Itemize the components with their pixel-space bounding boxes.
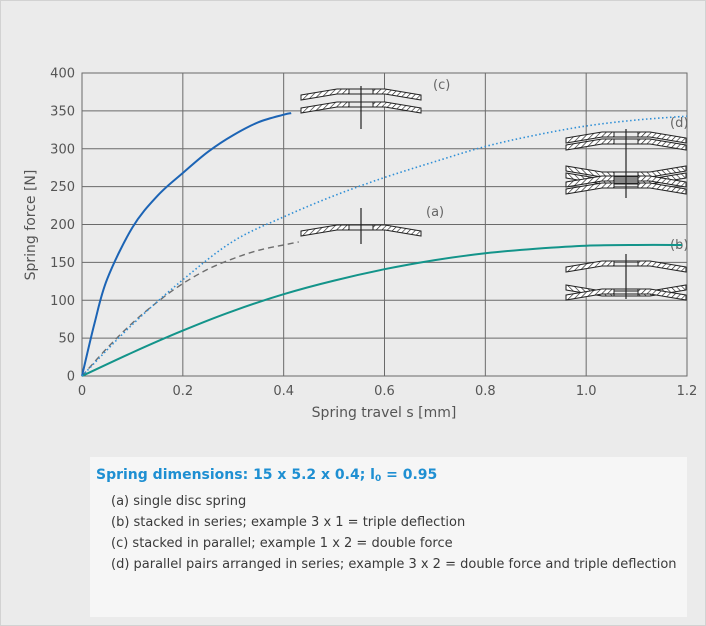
x-tick-label: 0 (78, 384, 86, 399)
y-tick-label: 250 (50, 180, 75, 195)
spring-illustration-d: (d) (565, 116, 688, 198)
x-tick-label: 0.6 (374, 384, 395, 399)
series-line-c (81, 112, 292, 377)
legend-title-main: Spring dimensions: 15 x 5.2 x 0.4; l (96, 467, 375, 483)
label-c: (c) (433, 78, 450, 93)
x-tick-label: 1.2 (677, 384, 698, 399)
series-line-a (81, 241, 299, 377)
label-a: (a) (426, 205, 444, 220)
y-tick-label: 0 (67, 370, 75, 385)
series-line-b (81, 243, 683, 377)
y-tick-label: 300 (50, 142, 75, 157)
x-tick-label: 0.4 (273, 384, 294, 399)
x-tick-label: 1.0 (576, 384, 597, 399)
spring-illustration-c: (c) (300, 78, 450, 129)
tick-labels: 0 0.2 0.4 0.6 0.8 1.0 1.2 0 50 100 150 200 250 300 350… (50, 67, 697, 400)
y-axis-label: Spring force [N] (23, 170, 39, 281)
grid (81, 72, 688, 377)
y-tick-label: 350 (50, 104, 75, 119)
label-d: (d) (670, 116, 688, 131)
legend-item-c: (c) stacked in parallel; example 1 x 2 =… (111, 536, 453, 551)
spring-force-chart: 0 0.2 0.4 0.6 0.8 1.0 1.2 0 50 100 150 200 250 300 350… (23, 67, 697, 422)
legend-title-subscript: 0 (374, 474, 382, 484)
y-tick-label: 150 (50, 256, 75, 271)
legend-title-end: = 0.95 (381, 467, 438, 483)
y-tick-label: 400 (50, 67, 75, 82)
curves (81, 112, 688, 377)
spring-illustration-a: (a) (300, 205, 444, 244)
legend-item-d: (d) parallel pairs arranged in series; e… (111, 557, 677, 572)
legend-item-b: (b) stacked in series; example 3 x 1 = t… (111, 515, 466, 530)
legend-box: Spring dimensions: 15 x 5.2 x 0.4; l0 = … (90, 457, 687, 617)
x-axis-label: Spring travel s [mm] (312, 405, 457, 421)
y-tick-label: 200 (50, 218, 75, 233)
y-tick-label: 100 (50, 294, 75, 309)
axis-labels: Spring travel s [mm] Spring force [N] (23, 170, 456, 421)
x-tick-label: 0.2 (172, 384, 193, 399)
y-tick-label: 50 (58, 332, 75, 347)
x-tick-label: 0.8 (475, 384, 496, 399)
legend-item-a: (a) single disc spring (111, 494, 247, 509)
legend-title: Spring dimensions: 15 x 5.2 x 0.4; l0 = … (96, 466, 687, 488)
